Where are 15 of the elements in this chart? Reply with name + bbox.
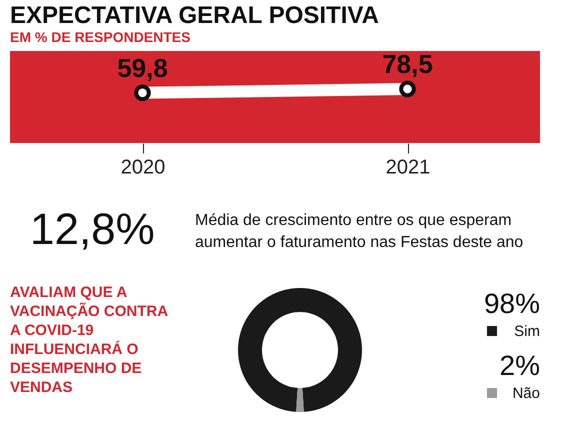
- data-label: 59,8: [117, 52, 168, 83]
- legend-label: Não: [512, 385, 540, 402]
- legend-label: Sim: [514, 323, 540, 340]
- data-label: 78,5: [382, 49, 433, 79]
- chart-subtitle: EM % DE RESPONDENTES: [10, 29, 190, 45]
- data-label: 2%: [500, 350, 540, 381]
- donut-slice: [296, 388, 304, 412]
- text: 12,8%: [30, 205, 155, 254]
- text: AVALIAM QUE A VACINAÇÃO CONTRA A COVID-19 INFLUENCIARÁ O DESEMPENHO DE VENDAS: [10, 284, 168, 396]
- chart-title: EXPECTATIVA GERAL POSITIVA: [10, 2, 379, 29]
- text: Média de crescimento entre os que esperam aumentar o faturamento nas Festas deste ano: [195, 212, 524, 251]
- donut-slice: [238, 288, 362, 412]
- data-label: 98%: [484, 288, 540, 319]
- x-tick-label: 2021: [386, 156, 430, 178]
- x-tick-label: 2020: [120, 156, 166, 178]
